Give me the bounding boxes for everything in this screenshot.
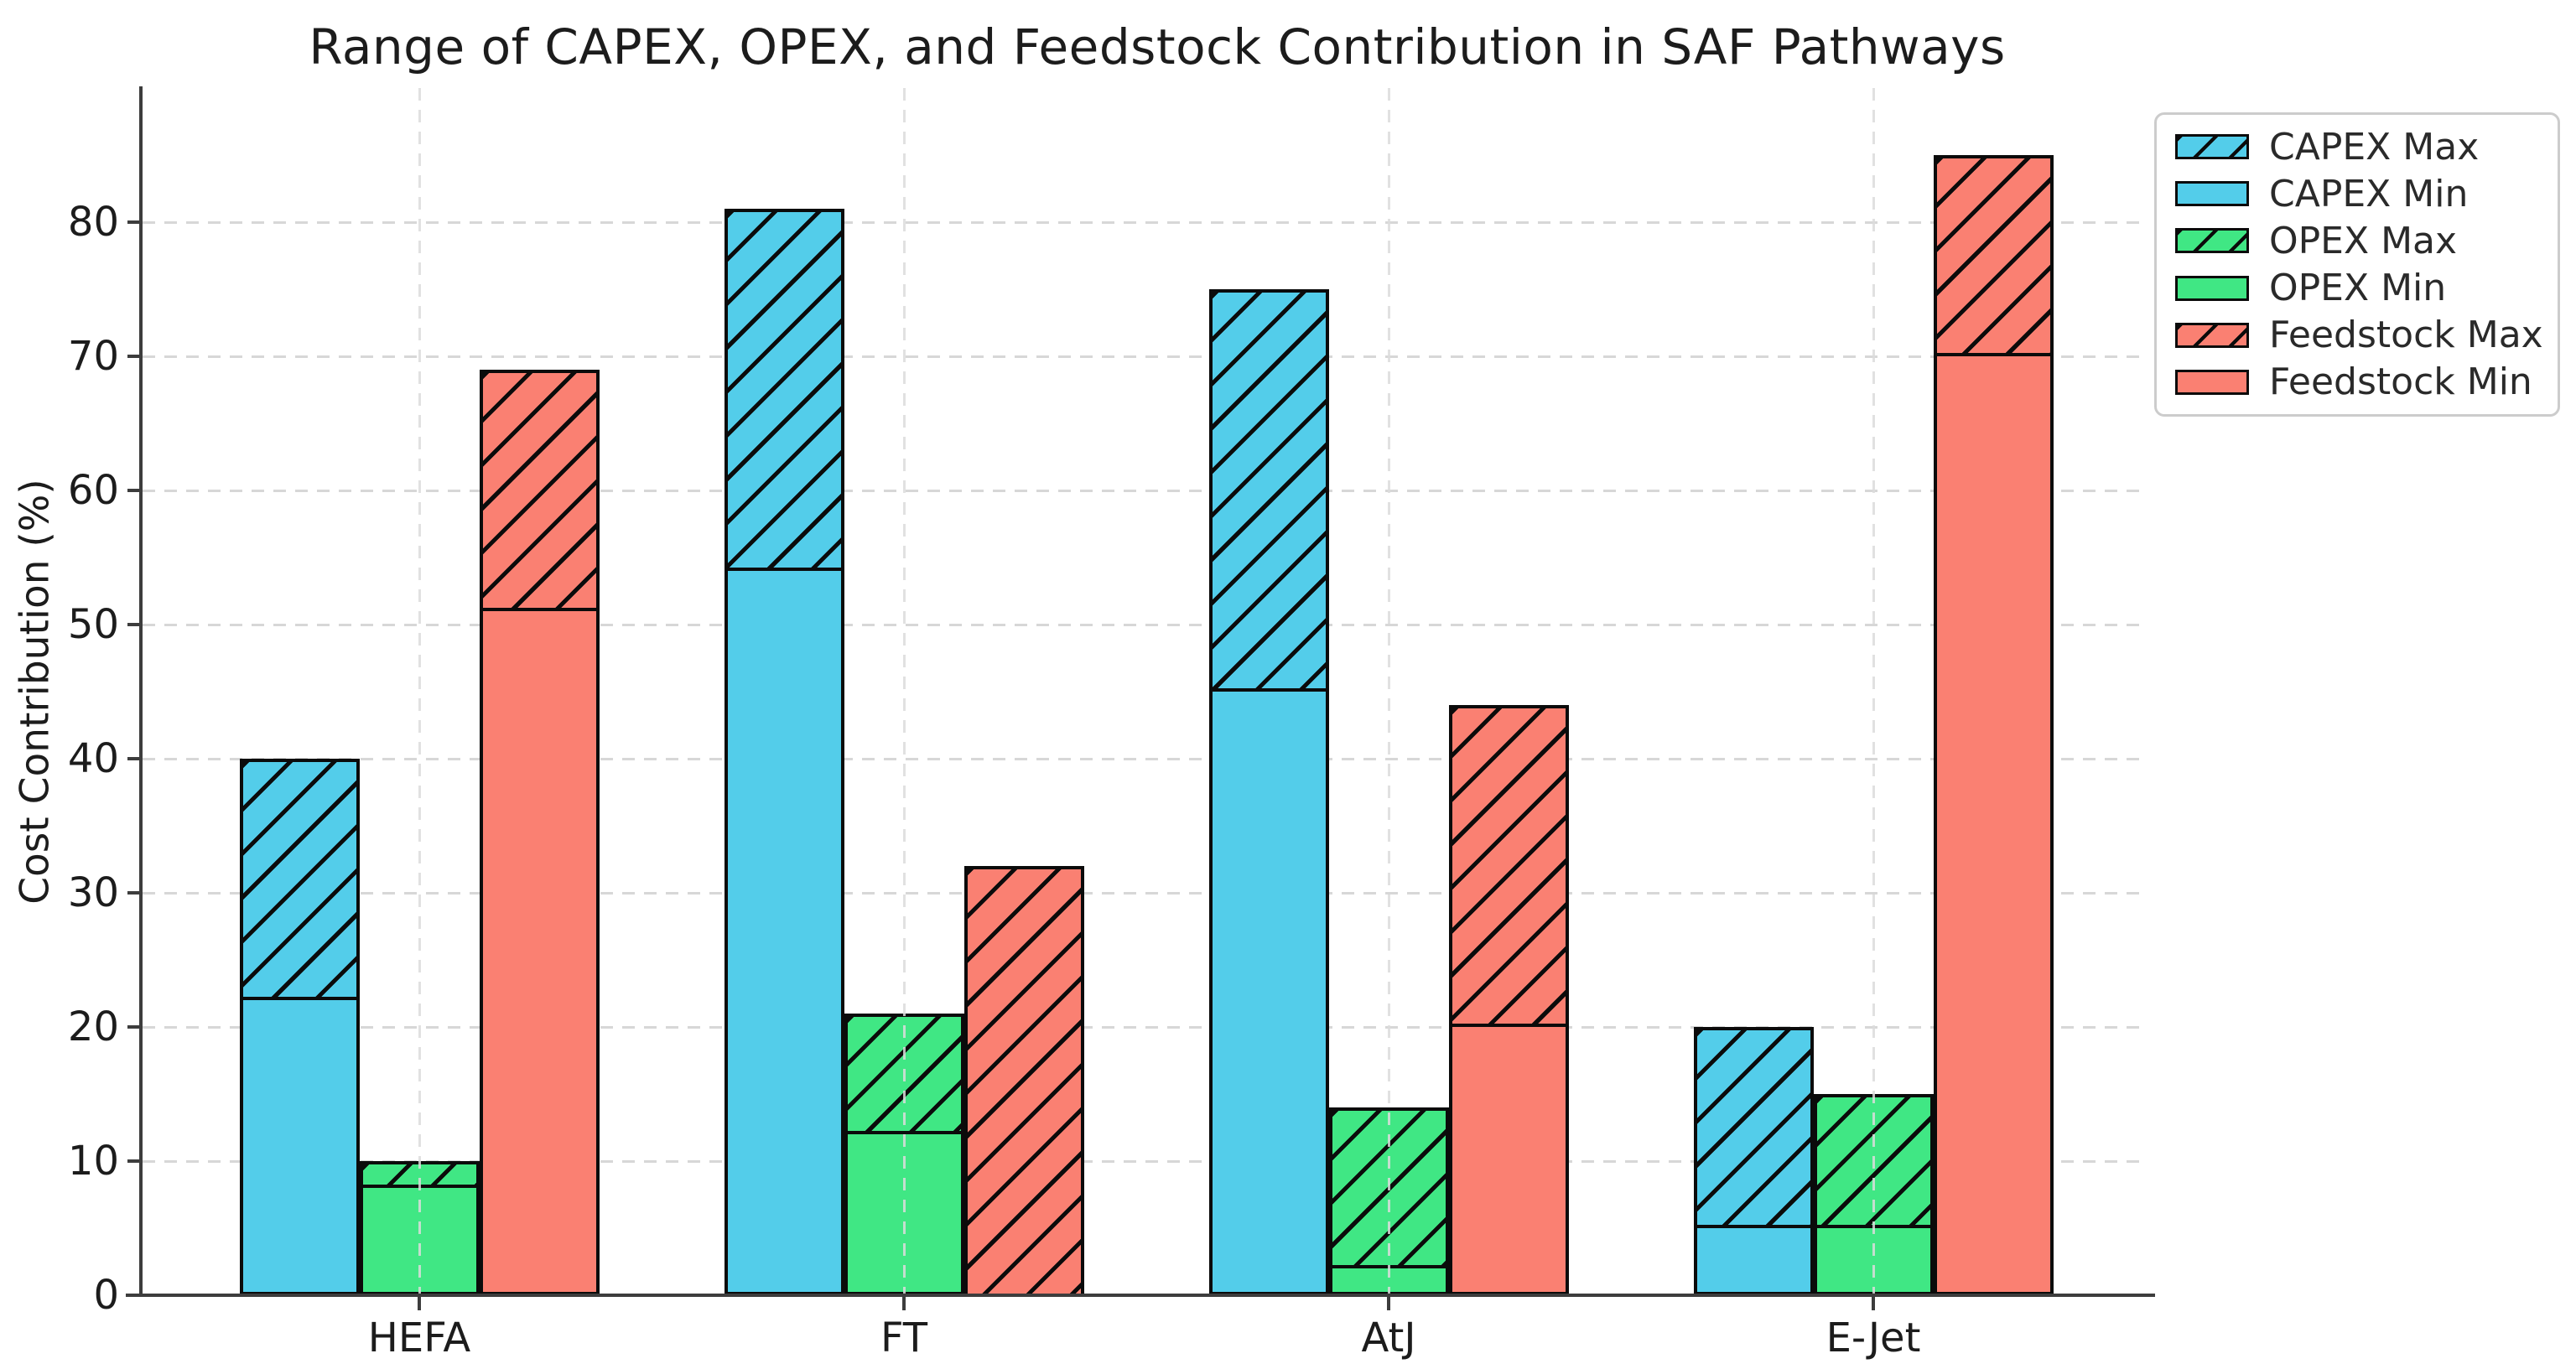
gridline-vertical-ejet (1872, 88, 1875, 1295)
gridline-horizontal-10 (143, 1159, 2140, 1163)
y-tick-60 (127, 489, 141, 492)
gridline-horizontal-30 (143, 891, 2140, 895)
y-tick-20 (127, 1025, 141, 1029)
legend-label: OPEX Max (2269, 219, 2458, 262)
x-tick-hefa (418, 1297, 421, 1310)
x-tick-ft (902, 1297, 906, 1310)
x-tick-label-ft: FT (880, 1315, 928, 1361)
y-tick-label-40: 40 (67, 735, 119, 782)
y-tick-70 (127, 355, 141, 358)
legend: CAPEX Max CAPEX Min OPEX Max OPEX Min Feedst… (2154, 112, 2560, 417)
y-axis-spine (139, 86, 143, 1297)
legend-item-feedstock-min: Feedstock Min (2175, 360, 2539, 403)
bar-atj-capex-max-range (1212, 293, 1326, 692)
bar-ft-feedstock (963, 866, 1084, 1295)
y-tick-50 (127, 623, 141, 626)
bar-ft-capex-max-range (727, 212, 841, 571)
bar-atj-feedstock (1448, 705, 1569, 1295)
y-tick-label-60: 60 (67, 467, 119, 514)
gridline-vertical-atj (1387, 88, 1390, 1295)
x-axis-spine (126, 1294, 2155, 1297)
bar-ft-capex (724, 209, 844, 1295)
legend-item-opex-max: OPEX Max (2175, 220, 2539, 262)
feedstock-max-swatch-icon (2175, 322, 2249, 348)
legend-item-capex-min: CAPEX Min (2175, 173, 2539, 215)
x-tick-atj (1387, 1297, 1390, 1310)
x-tick-ejet (1872, 1297, 1875, 1310)
gridline-horizontal-50 (143, 623, 2140, 626)
x-tick-label-ejet: E-Jet (1826, 1315, 1921, 1361)
legend-label: CAPEX Max (2269, 125, 2480, 169)
y-tick-0 (127, 1294, 141, 1297)
bar-hefa-feedstock-max-range (482, 373, 596, 611)
x-tick-label-hefa: HEFA (367, 1315, 471, 1361)
bar-ejet-feedstock (1933, 155, 2054, 1295)
bar-hefa-capex-max-range (242, 762, 356, 1000)
feedstock-min-swatch-icon (2175, 369, 2249, 395)
bar-ejet-capex-max-range (1696, 1030, 1810, 1228)
y-tick-10 (127, 1159, 141, 1163)
gridline-horizontal-60 (143, 489, 2140, 492)
bar-hefa-feedstock (479, 370, 600, 1295)
gridline-horizontal-40 (143, 757, 2140, 760)
x-tick-label-atj: AtJ (1361, 1315, 1416, 1361)
gridline-vertical-hefa (418, 88, 421, 1295)
bar-atj-capex (1208, 289, 1329, 1295)
capex-max-swatch-icon (2175, 134, 2249, 160)
capex-min-swatch-icon (2175, 181, 2249, 207)
opex-max-swatch-icon (2175, 228, 2249, 254)
y-tick-label-50: 50 (67, 601, 119, 648)
legend-item-opex-min: OPEX Min (2175, 267, 2539, 309)
bar-hefa-capex (239, 759, 360, 1295)
bar-ejet-feedstock-max-range (1936, 158, 2050, 356)
y-tick-80 (127, 220, 141, 224)
legend-label: Feedstock Min (2269, 360, 2532, 404)
gridline-horizontal-20 (143, 1025, 2140, 1029)
y-tick-30 (127, 891, 141, 895)
y-tick-label-10: 10 (67, 1138, 119, 1185)
legend-label: Feedstock Max (2269, 314, 2543, 357)
legend-item-feedstock-max: Feedstock Max (2175, 314, 2543, 356)
bar-atj-feedstock-max-range (1452, 708, 1566, 1027)
bar-ejet-capex (1693, 1027, 1814, 1295)
gridline-horizontal-80 (143, 220, 2140, 224)
legend-item-capex-max: CAPEX Max (2175, 126, 2539, 169)
y-tick-label-0: 0 (93, 1272, 119, 1319)
legend-label: OPEX Min (2269, 267, 2447, 310)
legend-label: CAPEX Min (2269, 172, 2469, 215)
opex-min-swatch-icon (2175, 275, 2249, 301)
y-tick-40 (127, 757, 141, 760)
y-tick-label-20: 20 (67, 1003, 119, 1050)
chart-title: Range of CAPEX, OPEX, and Feedstock Cont… (309, 18, 2006, 75)
y-tick-label-80: 80 (67, 199, 119, 246)
bar-ft-feedstock-max-range (967, 869, 1081, 1295)
y-tick-label-70: 70 (67, 333, 119, 380)
gridline-vertical-ft (902, 88, 906, 1295)
gridline-horizontal-70 (143, 355, 2140, 358)
y-tick-label-30: 30 (67, 869, 119, 916)
